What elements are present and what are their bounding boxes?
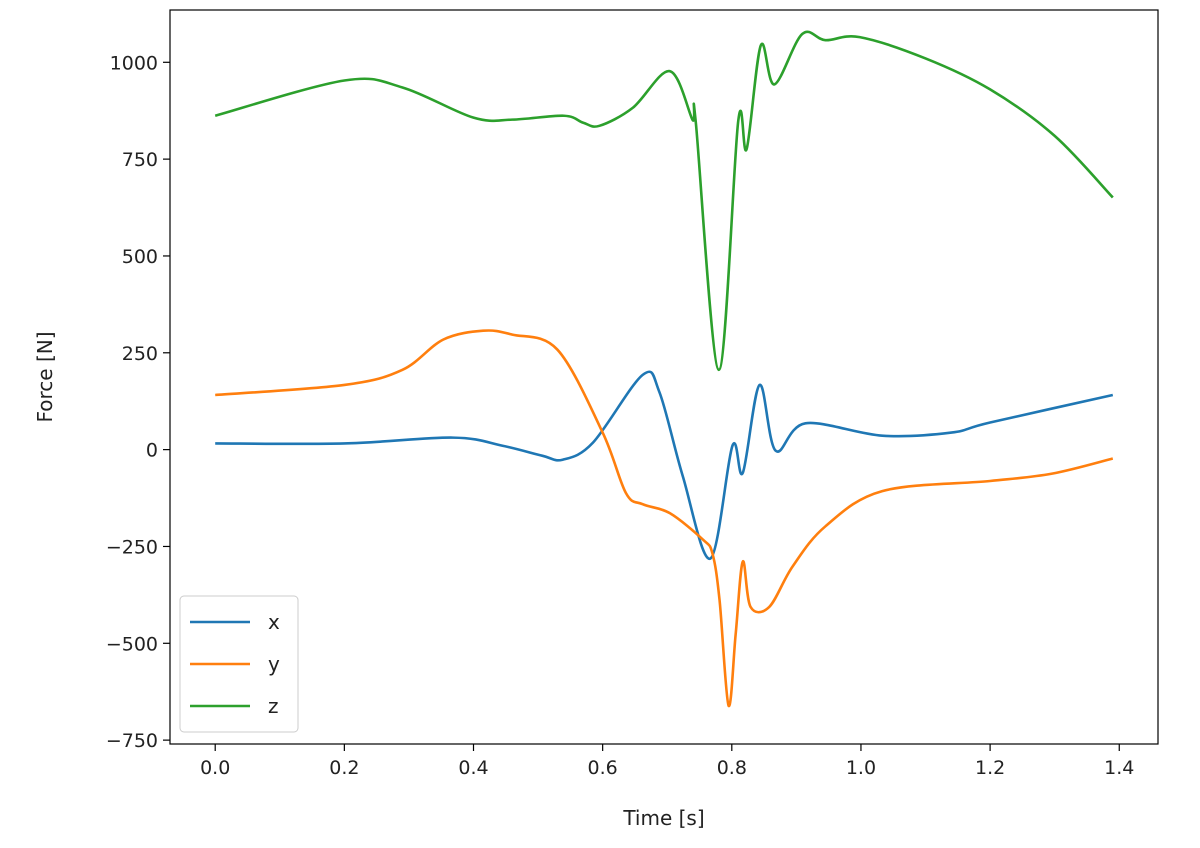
x-tick-label: 1.0 <box>846 757 876 779</box>
y-tick-label: 750 <box>122 149 158 171</box>
x-axis-label: Time [s] <box>622 806 704 830</box>
legend: xyz <box>179 595 299 733</box>
y-axis-label: Force [N] <box>33 331 57 422</box>
legend-label-x: x <box>268 610 280 634</box>
y-axis-ticks: −750 −500 −250 0 250 500 750 1000 <box>106 52 170 752</box>
series-line-y <box>215 329 1114 707</box>
y-tick-label: −750 <box>106 730 158 752</box>
y-tick-label: −250 <box>106 536 158 558</box>
x-tick-label: 0.8 <box>717 757 747 779</box>
legend-label-y: y <box>268 652 280 676</box>
x-tick-label: 0.6 <box>588 757 618 779</box>
y-tick-label: 0 <box>146 440 158 462</box>
y-tick-label: −500 <box>106 633 158 655</box>
series-line-z <box>214 30 1114 372</box>
x-tick-label: 0.0 <box>200 757 230 779</box>
series-line-x <box>215 370 1114 560</box>
y-tick-label: 1000 <box>110 52 158 74</box>
x-tick-label: 1.4 <box>1104 757 1134 779</box>
series-layer <box>214 30 1114 707</box>
x-tick-label: 0.4 <box>458 757 488 779</box>
y-tick-label: 500 <box>122 246 158 268</box>
x-tick-label: 0.2 <box>329 757 359 779</box>
plot-frame <box>169 9 1159 745</box>
legend-label-z: z <box>268 694 279 718</box>
y-tick-label: 250 <box>122 343 158 365</box>
x-axis-ticks: 0.0 0.2 0.4 0.6 0.8 1.0 1.2 1.4 <box>200 744 1134 779</box>
x-tick-label: 1.2 <box>975 757 1005 779</box>
